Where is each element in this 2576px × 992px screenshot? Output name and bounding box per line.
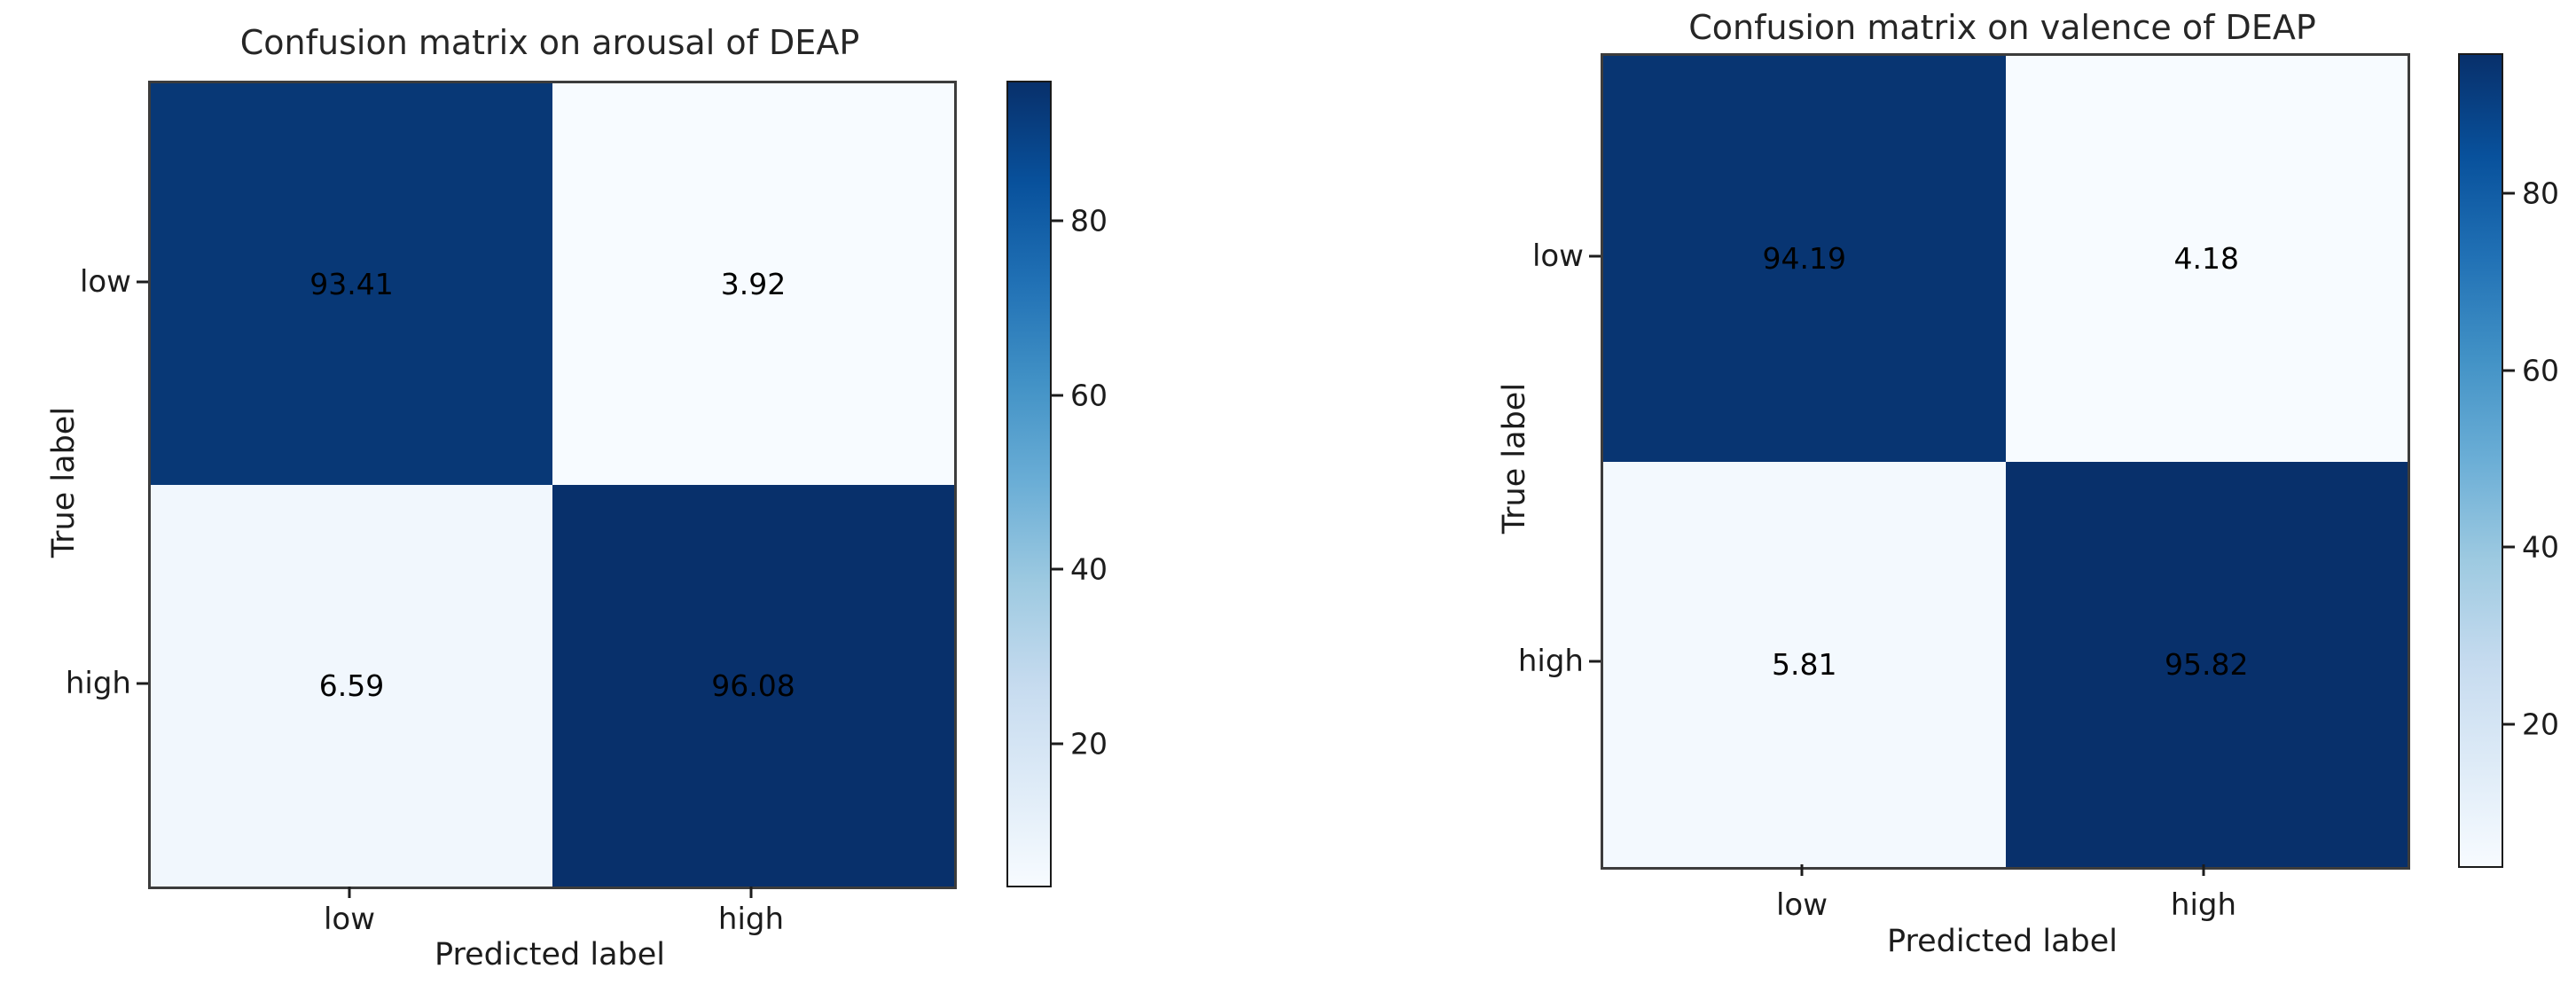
- colorbar-area: 20 40 60 80: [2458, 53, 2576, 868]
- x-tick-mark: [348, 887, 351, 898]
- cell-value: 6.59: [318, 668, 385, 703]
- y-tick-label-high: high: [1517, 644, 1584, 679]
- colorbar-tick-mark: [2503, 369, 2515, 372]
- cell-value: 4.18: [2173, 241, 2239, 277]
- cell-value: 96.08: [711, 668, 795, 703]
- x-tick-mark: [749, 887, 753, 898]
- matrix-cell-true-high-pred-high: 95.82: [2005, 461, 2408, 867]
- colorbar: [2458, 53, 2503, 868]
- chart-title-valence: Confusion matrix on valence of DEAP: [1688, 8, 2316, 47]
- x-axis-label: Predicted label: [1886, 924, 2118, 959]
- cell-value: 5.81: [1772, 646, 1837, 682]
- colorbar-tick-label: 60: [2522, 353, 2559, 388]
- colorbar: [1006, 81, 1052, 887]
- y-tick-label-high: high: [65, 666, 131, 701]
- x-tick-label-high: high: [2170, 887, 2237, 923]
- cell-value: 95.82: [2165, 646, 2249, 682]
- colorbar-tick-mark: [2503, 723, 2515, 726]
- x-tick-label-high: high: [717, 902, 785, 937]
- cell-value: 94.19: [1762, 241, 1846, 277]
- colorbar-tick-label: 20: [1070, 726, 1108, 762]
- matrix-cell-true-high-pred-low: 6.59: [151, 485, 552, 887]
- x-tick-mark: [1800, 864, 1804, 876]
- colorbar-tick-label: 60: [1070, 378, 1108, 413]
- cell-value: 3.92: [720, 267, 787, 301]
- y-tick-mark: [1589, 254, 1601, 258]
- matrix-cell-true-high-pred-high: 96.08: [552, 485, 954, 887]
- colorbar-tick-label: 20: [2522, 707, 2559, 742]
- y-tick-mark: [137, 682, 148, 685]
- y-tick-label-low: low: [79, 264, 131, 300]
- colorbar-tick-label: 80: [1070, 203, 1108, 238]
- colorbar-tick-mark: [1052, 567, 1063, 571]
- colorbar-tick-mark: [2503, 191, 2515, 195]
- y-tick-label-low: low: [1531, 238, 1584, 274]
- matrix-cell-true-high-pred-low: 5.81: [1603, 461, 2006, 867]
- confusion-matrix-arousal: 93.41 3.92 6.59 96.08: [148, 81, 957, 889]
- x-tick-mark: [2202, 864, 2205, 876]
- x-tick-label-low: low: [323, 902, 376, 937]
- y-tick-mark: [137, 280, 148, 284]
- matrix-cell-true-low-pred-low: 93.41: [151, 83, 552, 485]
- y-axis-label: True label: [1497, 382, 1532, 535]
- matrix-cell-true-low-pred-high: 4.18: [2005, 56, 2408, 462]
- y-tick-mark: [1589, 660, 1601, 663]
- chart-title-arousal: Confusion matrix on arousal of DEAP: [239, 23, 860, 62]
- x-tick-label-low: low: [1775, 887, 1828, 923]
- matrix-cell-true-low-pred-low: 94.19: [1603, 56, 2006, 462]
- colorbar-tick-label: 80: [2522, 176, 2559, 211]
- colorbar-tick-label: 40: [2522, 529, 2559, 565]
- colorbar-tick-mark: [2503, 545, 2515, 549]
- colorbar-tick-mark: [1052, 219, 1063, 223]
- colorbar-tick-mark: [1052, 742, 1063, 746]
- confusion-matrix-valence: 94.19 4.18 5.81 95.82: [1601, 53, 2410, 870]
- matrix-cell-true-low-pred-high: 3.92: [552, 83, 954, 485]
- x-axis-label: Predicted label: [434, 937, 666, 972]
- colorbar-area: 20 40 60 80: [1006, 81, 1219, 887]
- colorbar-tick-mark: [1052, 394, 1063, 397]
- cell-value: 93.41: [309, 267, 394, 301]
- colorbar-tick-label: 40: [1070, 551, 1108, 587]
